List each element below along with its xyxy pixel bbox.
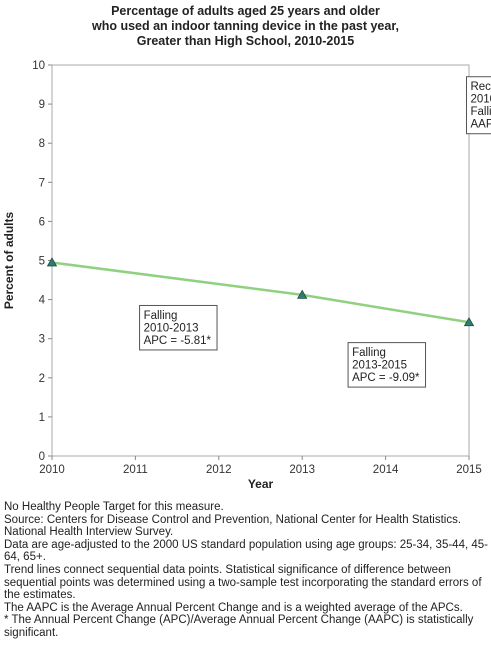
x-tick-label: 2013 [289,464,315,476]
data-point-marker [46,257,58,267]
plot-frame [51,64,470,457]
data-point-marker [463,316,475,327]
chart-title-line-2: who used an indoor tanning device in the… [91,19,399,33]
x-axis-label: Year [248,477,274,491]
x-tick-label: 2014 [373,464,399,476]
footnote-source: Source: Centers for Disease Control and … [4,513,462,539]
y-tick-label: 6 [39,216,45,228]
trend-annotation: Recent Trend2010-2015FallingAAPC = -7.14… [465,76,491,135]
annotation-text-line: Recent Trend [470,81,491,93]
y-tick-label: 2 [39,373,45,385]
trend-line [51,261,470,324]
series-layer [46,257,475,327]
x-tick-label: 2011 [123,464,148,476]
footnote-target: No Healthy People Target for this measur… [4,501,224,513]
x-tick-label: 2010 [39,464,65,476]
x-tick-label: 2012 [206,464,232,476]
y-tick-label: 9 [39,99,45,111]
y-tick-label: 8 [39,138,45,150]
annotations: Recent Trend2010-2015FallingAAPC = -7.14… [139,76,491,388]
y-tick-label: 1 [39,412,45,424]
annotation-box [465,76,491,135]
chart-title-line-3: Greater than High School, 2010-2015 [136,34,355,48]
chart-title: Percentage of adults aged 25 years and o… [0,4,491,49]
annotation-text-line: Falling [470,106,491,118]
y-axis-label: Percent of adults [2,212,16,310]
annotation-text-line: Falling [352,347,386,359]
annotation-text-line: APC = -5.81* [144,335,212,347]
footnote-significance: * The Annual Percent Change (APC)/Averag… [4,614,474,639]
y-tick-label: 5 [39,256,45,268]
y-tick-label: 4 [39,295,46,307]
annotation-text-line: 2013-2015 [352,360,407,372]
annotation-text-line: 2010-2015 [470,94,491,106]
annotation-text-line: APC = -9.09* [352,372,420,384]
y-tick-label: 0 [39,451,45,463]
data-point-marker [297,289,308,299]
annotation-text-line: 2010-2013 [144,322,199,334]
footnote-trend-method: Trend lines connect sequential data poin… [4,563,482,602]
footnotes: No Healthy People Target for this measur… [4,501,488,640]
footnote-age-adjustment: Data are age-adjusted to the 2000 US sta… [4,538,488,564]
chart-title-line-1: Percentage of adults aged 25 years and o… [111,4,380,18]
y-tick-label: 7 [39,177,45,189]
annotation-text-line: AAPC = -7.14* [470,119,491,131]
annotation-box [347,342,427,388]
line-chart: 0 1 2 3 4 5 6 7 8 9 10 2010 2011 2012 2013 2014 2015 Rec… [2,60,491,491]
annotation-box [139,304,218,351]
x-tick-label: 2015 [456,464,482,476]
y-tick-label: 10 [32,60,45,72]
y-tick-label: 3 [39,334,45,346]
footnote-aapc-definition: The AAPC is the Average Annual Percent C… [4,601,463,614]
annotation-text-line: Falling [144,310,178,322]
